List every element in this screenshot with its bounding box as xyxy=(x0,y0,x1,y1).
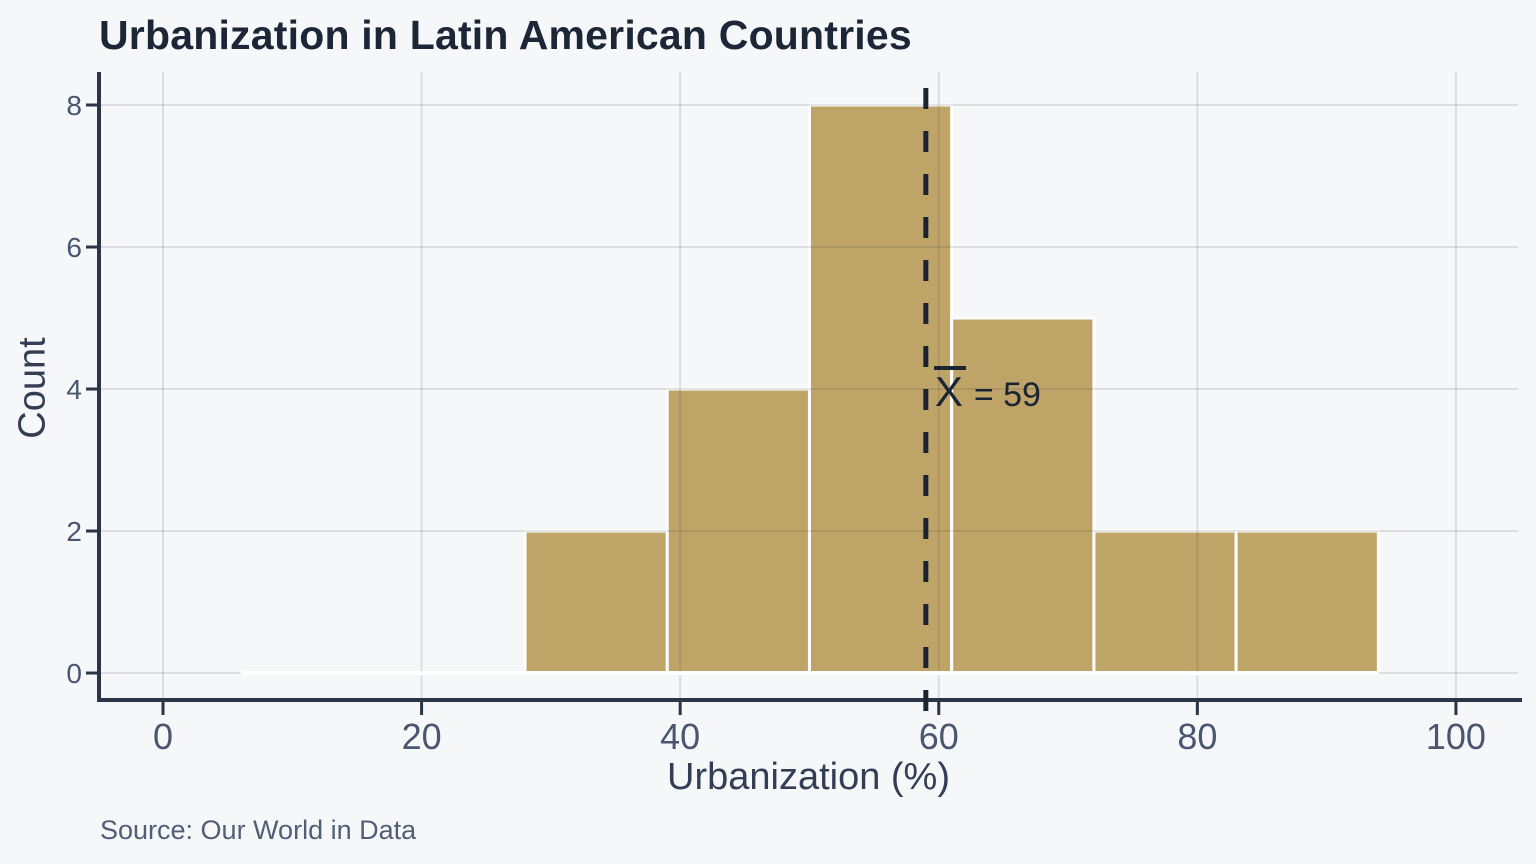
histogram-bar xyxy=(1092,529,1238,675)
y-tick-label: 4 xyxy=(66,374,82,405)
x-tick-label: 20 xyxy=(402,716,442,757)
zero-baseline xyxy=(240,671,1379,676)
y-tick-label: 8 xyxy=(66,90,82,121)
chart-title: Urbanization in Latin American Countries xyxy=(99,12,912,58)
histogram-bar xyxy=(523,529,669,675)
y-tick-label: 6 xyxy=(66,232,82,263)
x-tick-label: 0 xyxy=(153,716,173,757)
source-caption: Source: Our World in Data xyxy=(100,815,417,845)
histogram-bar xyxy=(1234,529,1380,675)
y-tick-label: 0 xyxy=(66,658,82,689)
x-tick-label: 80 xyxy=(1177,716,1217,757)
histogram-bar xyxy=(950,316,1096,675)
x-tick-label: 60 xyxy=(919,716,959,757)
y-axis-title: Count xyxy=(11,337,54,439)
y-tick-label: 2 xyxy=(66,516,82,547)
mean-annotation: X = 59 xyxy=(933,366,1041,415)
histogram-bar xyxy=(665,387,811,675)
x-tick-label: 40 xyxy=(660,716,700,757)
mean-value-text: = 59 xyxy=(973,376,1041,414)
x-axis-title: Urbanization (%) xyxy=(667,756,950,798)
mean-symbol-xbar: X xyxy=(933,366,966,415)
x-tick-label: 100 xyxy=(1426,716,1486,757)
